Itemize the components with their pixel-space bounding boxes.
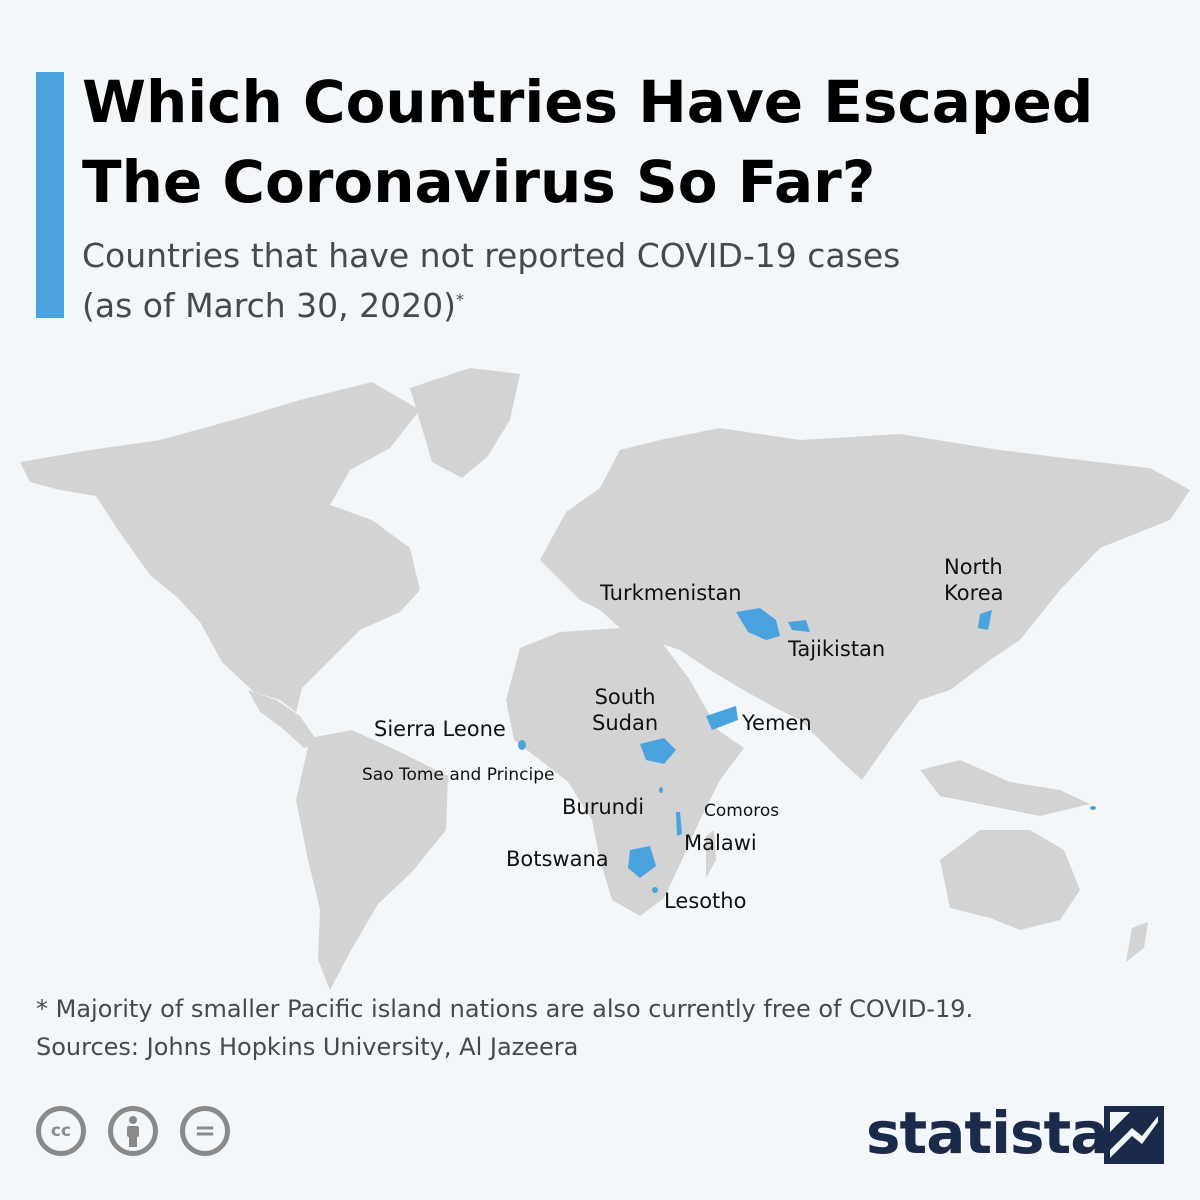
- south-sudan-shape: [640, 738, 676, 764]
- africa-landmass: [506, 628, 744, 916]
- sierra-leone-shape: [518, 740, 526, 750]
- label-north-korea: North Korea: [944, 554, 1004, 606]
- subtitle-date: (as of March 30, 2020): [82, 286, 456, 325]
- label-north-korea-line-1: North: [944, 555, 1003, 579]
- no-derivatives-icon[interactable]: =: [180, 1106, 230, 1156]
- new-zealand-landmass: [1126, 922, 1148, 962]
- attribution-person-glyph: [127, 1116, 139, 1147]
- label-tajikistan: Tajikistan: [788, 637, 886, 661]
- malawi-shape: [676, 812, 682, 836]
- label-south-sudan-line-1: South: [594, 685, 656, 709]
- botswana-shape: [628, 846, 656, 878]
- creative-commons-icon-text: cc: [50, 1121, 72, 1141]
- north-america-landmass: [20, 382, 420, 712]
- southeast-asia-islands-landmass: [920, 760, 1090, 816]
- no-derivatives-icon-text: =: [194, 1116, 216, 1146]
- subtitle-line-1: Countries that have not reported COVID-1…: [82, 236, 901, 275]
- burundi-shape: [659, 787, 663, 793]
- label-turkmenistan: Turkmenistan: [600, 581, 742, 605]
- footnote-sources: Sources: Johns Hopkins University, Al Ja…: [36, 1033, 579, 1061]
- statista-logo-mark-icon: [1104, 1106, 1164, 1164]
- chart-title: Which Countries Have Escaped The Coronav…: [82, 62, 1182, 222]
- title-line-1: Which Countries Have Escaped: [82, 68, 1094, 136]
- central-america-landmass: [248, 690, 318, 748]
- label-sao-tome-and-principe: Sao Tome and Principe: [362, 765, 555, 785]
- label-south-sudan-line-2: Sudan: [592, 711, 659, 735]
- pacific-island-shape: [1090, 806, 1096, 810]
- turkmenistan-shape: [736, 608, 780, 640]
- title-line-2: The Coronavirus So Far?: [82, 148, 876, 216]
- subtitle-line-2: (as of March 30, 2020)*: [82, 278, 1082, 328]
- north-korea-shape: [978, 610, 992, 630]
- australia-landmass: [940, 830, 1080, 930]
- creative-commons-icon[interactable]: cc: [36, 1106, 86, 1156]
- greenland-landmass: [410, 368, 520, 478]
- south-america-landmass: [296, 730, 448, 990]
- continents: [20, 368, 1190, 990]
- label-sierra-leone: Sierra Leone: [374, 717, 506, 741]
- title-accent-bar: [36, 72, 64, 318]
- statista-logo-text[interactable]: statista: [866, 1099, 1109, 1167]
- tajikistan-shape: [788, 620, 810, 632]
- label-north-korea-line-2: Korea: [944, 581, 1004, 605]
- yemen-shape: [706, 706, 738, 730]
- lesotho-shape: [652, 887, 658, 893]
- attribution-icon[interactable]: [108, 1106, 158, 1156]
- highlighted-countries: [518, 608, 1096, 893]
- europe-asia-landmass: [540, 428, 1190, 780]
- chart-subtitle: Countries that have not reported COVID-1…: [82, 234, 1082, 328]
- label-burundi: Burundi: [562, 795, 645, 819]
- label-malawi: Malawi: [684, 831, 757, 855]
- footnote-note: * Majority of smaller Pacific island nat…: [36, 995, 974, 1023]
- madagascar-landmass: [706, 830, 716, 878]
- label-lesotho: Lesotho: [664, 889, 747, 913]
- subtitle-footnote-marker: *: [456, 290, 464, 309]
- label-comoros: Comoros: [704, 801, 780, 821]
- label-yemen: Yemen: [742, 711, 812, 735]
- world-map: [20, 368, 1190, 990]
- label-botswana: Botswana: [506, 847, 609, 871]
- footnote-block: * Majority of smaller Pacific island nat…: [36, 990, 1176, 1066]
- label-south-sudan: South Sudan: [592, 684, 658, 736]
